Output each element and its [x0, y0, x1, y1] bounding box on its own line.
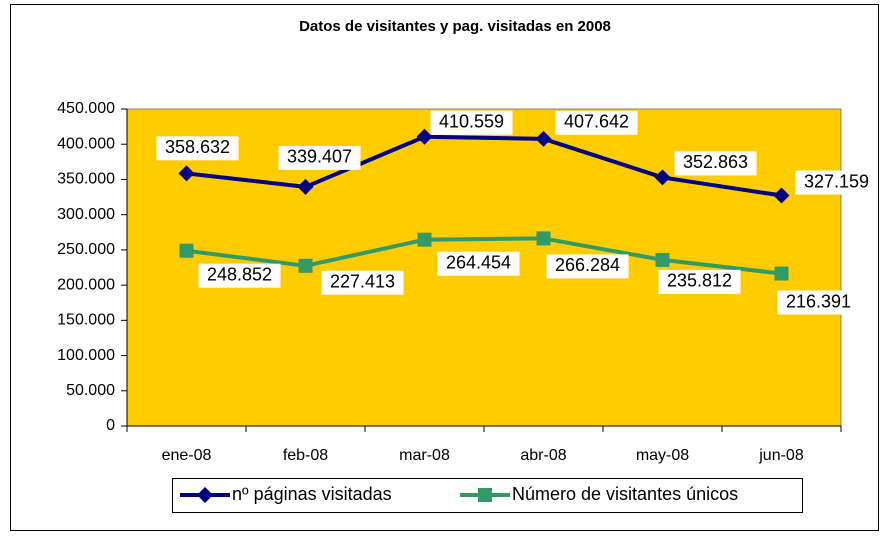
data-point [773, 187, 790, 204]
y-tick-label: 50.000 [66, 382, 115, 399]
y-tick-label: 450.000 [57, 100, 115, 117]
data-point [298, 258, 313, 273]
data-label: 227.413 [330, 272, 395, 292]
data-label: 407.642 [564, 112, 629, 132]
data-point [416, 128, 433, 145]
data-label-bg [198, 263, 281, 288]
data-point [655, 252, 670, 267]
y-tick-label: 300.000 [57, 206, 115, 223]
y-tick-label: 400.000 [57, 135, 115, 152]
data-point [774, 266, 789, 281]
series-line [186, 134, 782, 198]
y-tick-label: 350.000 [57, 171, 115, 188]
data-label-bg [321, 270, 404, 295]
data-label: 235.812 [667, 271, 732, 291]
data-label-bg [278, 145, 361, 170]
data-label: 216.391 [786, 291, 851, 311]
x-tick-label: ene-08 [162, 447, 212, 464]
data-label-bg [674, 151, 757, 176]
data-label: 410.559 [439, 112, 504, 132]
data-label: 339.407 [287, 147, 352, 167]
x-tick-label: feb-08 [283, 447, 328, 464]
legend-label: nº páginas visitadas [232, 484, 392, 504]
data-point [417, 232, 432, 247]
data-label-bg [658, 269, 741, 294]
chart-title: Datos de visitantes y pag. visitadas en … [299, 18, 611, 35]
series-line [186, 236, 782, 276]
data-label: 248.852 [207, 264, 272, 284]
x-tick-label: mar-08 [399, 447, 450, 464]
data-label: 352.863 [683, 152, 748, 172]
y-tick-label: 0 [106, 417, 115, 434]
data-label: 264.454 [446, 252, 511, 272]
data-label-bg [437, 251, 520, 276]
x-tick-label: jun-08 [758, 447, 804, 464]
x-tick-label: abr-08 [520, 447, 566, 464]
legend-marker [478, 488, 492, 502]
y-tick-label: 250.000 [57, 241, 115, 258]
y-tick-label: 200.000 [57, 276, 115, 293]
data-point [297, 178, 314, 195]
data-label: 266.284 [555, 255, 620, 275]
data-label-bg [555, 110, 638, 135]
data-point [536, 231, 551, 246]
data-point [535, 130, 552, 147]
legend-marker [197, 487, 213, 503]
data-label-bg [430, 110, 513, 135]
data-point [654, 169, 671, 186]
data-label-bg [795, 170, 878, 195]
y-tick-label: 100.000 [57, 347, 115, 364]
data-point [179, 243, 194, 258]
y-tick-label: 150.000 [57, 312, 115, 329]
data-label-bg [546, 254, 629, 279]
data-label-bg [777, 290, 860, 315]
data-label: 358.632 [165, 137, 230, 157]
legend-label: Número de visitantes únicos [512, 484, 738, 504]
x-tick-label: may-08 [636, 447, 689, 464]
data-label: 327.159 [804, 171, 869, 191]
data-label-bg [156, 136, 239, 161]
data-point [178, 165, 195, 182]
